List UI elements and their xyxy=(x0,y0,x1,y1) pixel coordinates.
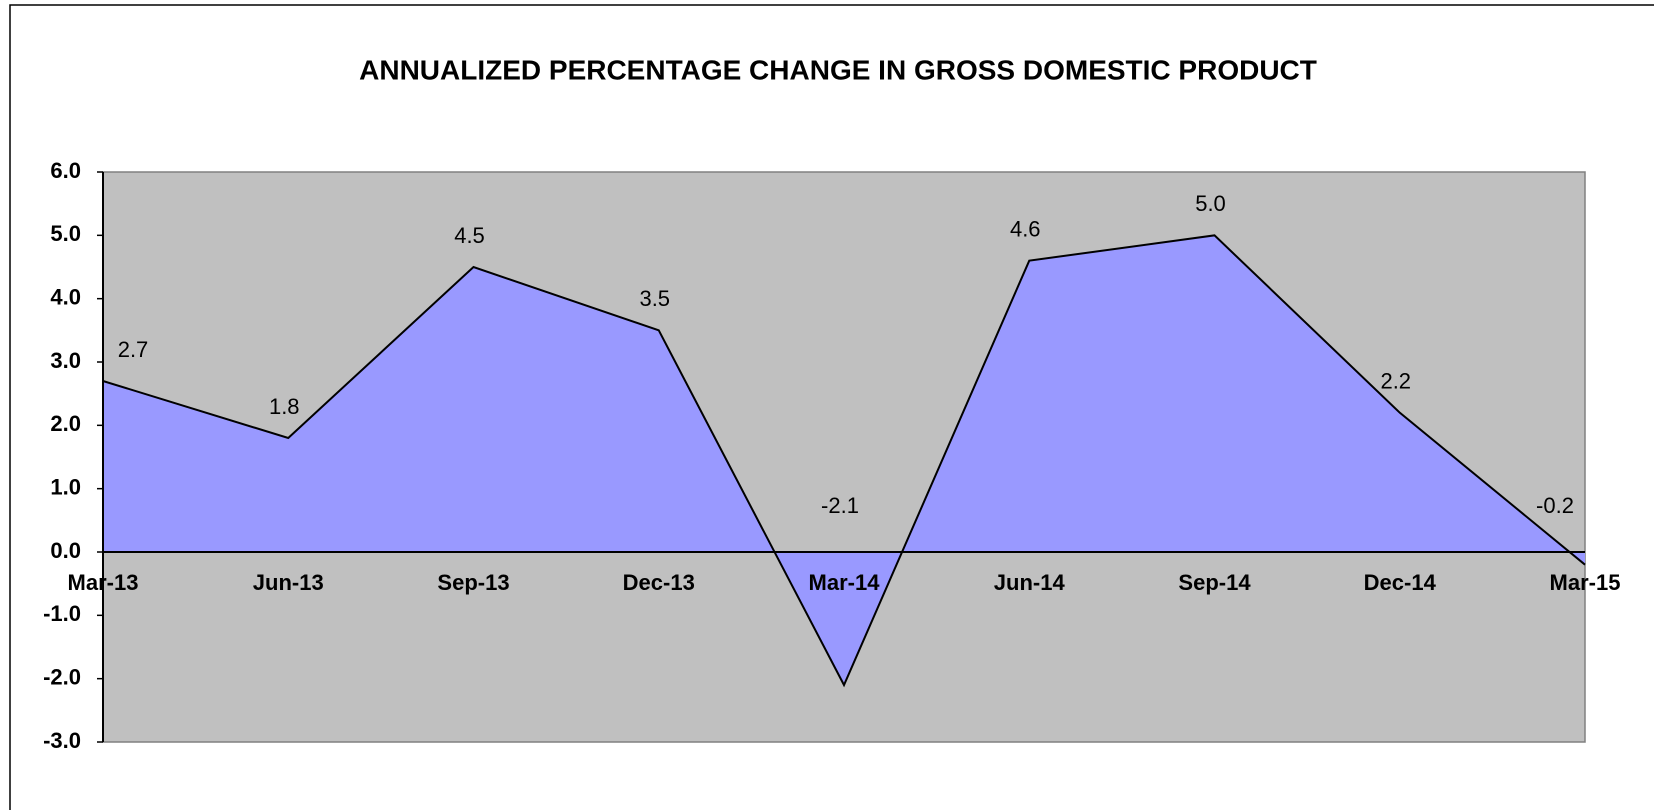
data-label: -2.1 xyxy=(821,493,859,518)
data-label: 3.5 xyxy=(639,286,670,311)
data-label: 2.2 xyxy=(1380,368,1411,393)
x-tick-label: Dec-13 xyxy=(623,570,695,595)
y-tick-label: -1.0 xyxy=(43,601,81,626)
y-tick-label: 0.0 xyxy=(50,538,81,563)
line xyxy=(102,234,1586,688)
area xyxy=(103,235,1585,686)
data-label: 2.7 xyxy=(118,337,149,362)
x-tick-label: Sep-13 xyxy=(437,570,509,595)
x-tick-label: Mar-13 xyxy=(68,570,139,595)
chart-title: ANNUALIZED PERCENTAGE CHANGE IN GROSS DO… xyxy=(359,54,1317,85)
data-label: 4.6 xyxy=(1010,216,1041,241)
y-tick-label: -2.0 xyxy=(43,664,81,689)
x-tick-label: Jun-13 xyxy=(253,570,324,595)
y-tick-label: 1.0 xyxy=(50,474,81,499)
x-tick-label: Sep-14 xyxy=(1178,570,1251,595)
x-tick-label: Mar-14 xyxy=(809,570,881,595)
data-label: 1.8 xyxy=(269,394,300,419)
x-tick-label: Dec-14 xyxy=(1364,570,1437,595)
data-label: -0.2 xyxy=(1536,493,1574,518)
data-label: 5.0 xyxy=(1195,191,1226,216)
y-tick-label: 3.0 xyxy=(50,348,81,373)
x-tick-label: Jun-14 xyxy=(994,570,1066,595)
x-tick-label: Mar-15 xyxy=(1550,570,1621,595)
y-tick-label: 2.0 xyxy=(50,411,81,436)
y-tick-label: 4.0 xyxy=(50,284,81,309)
y-tick-label: -3.0 xyxy=(43,728,81,753)
data-label: 4.5 xyxy=(454,223,485,248)
y-tick-label: 6.0 xyxy=(50,158,81,183)
y-tick-label: 5.0 xyxy=(50,221,81,246)
